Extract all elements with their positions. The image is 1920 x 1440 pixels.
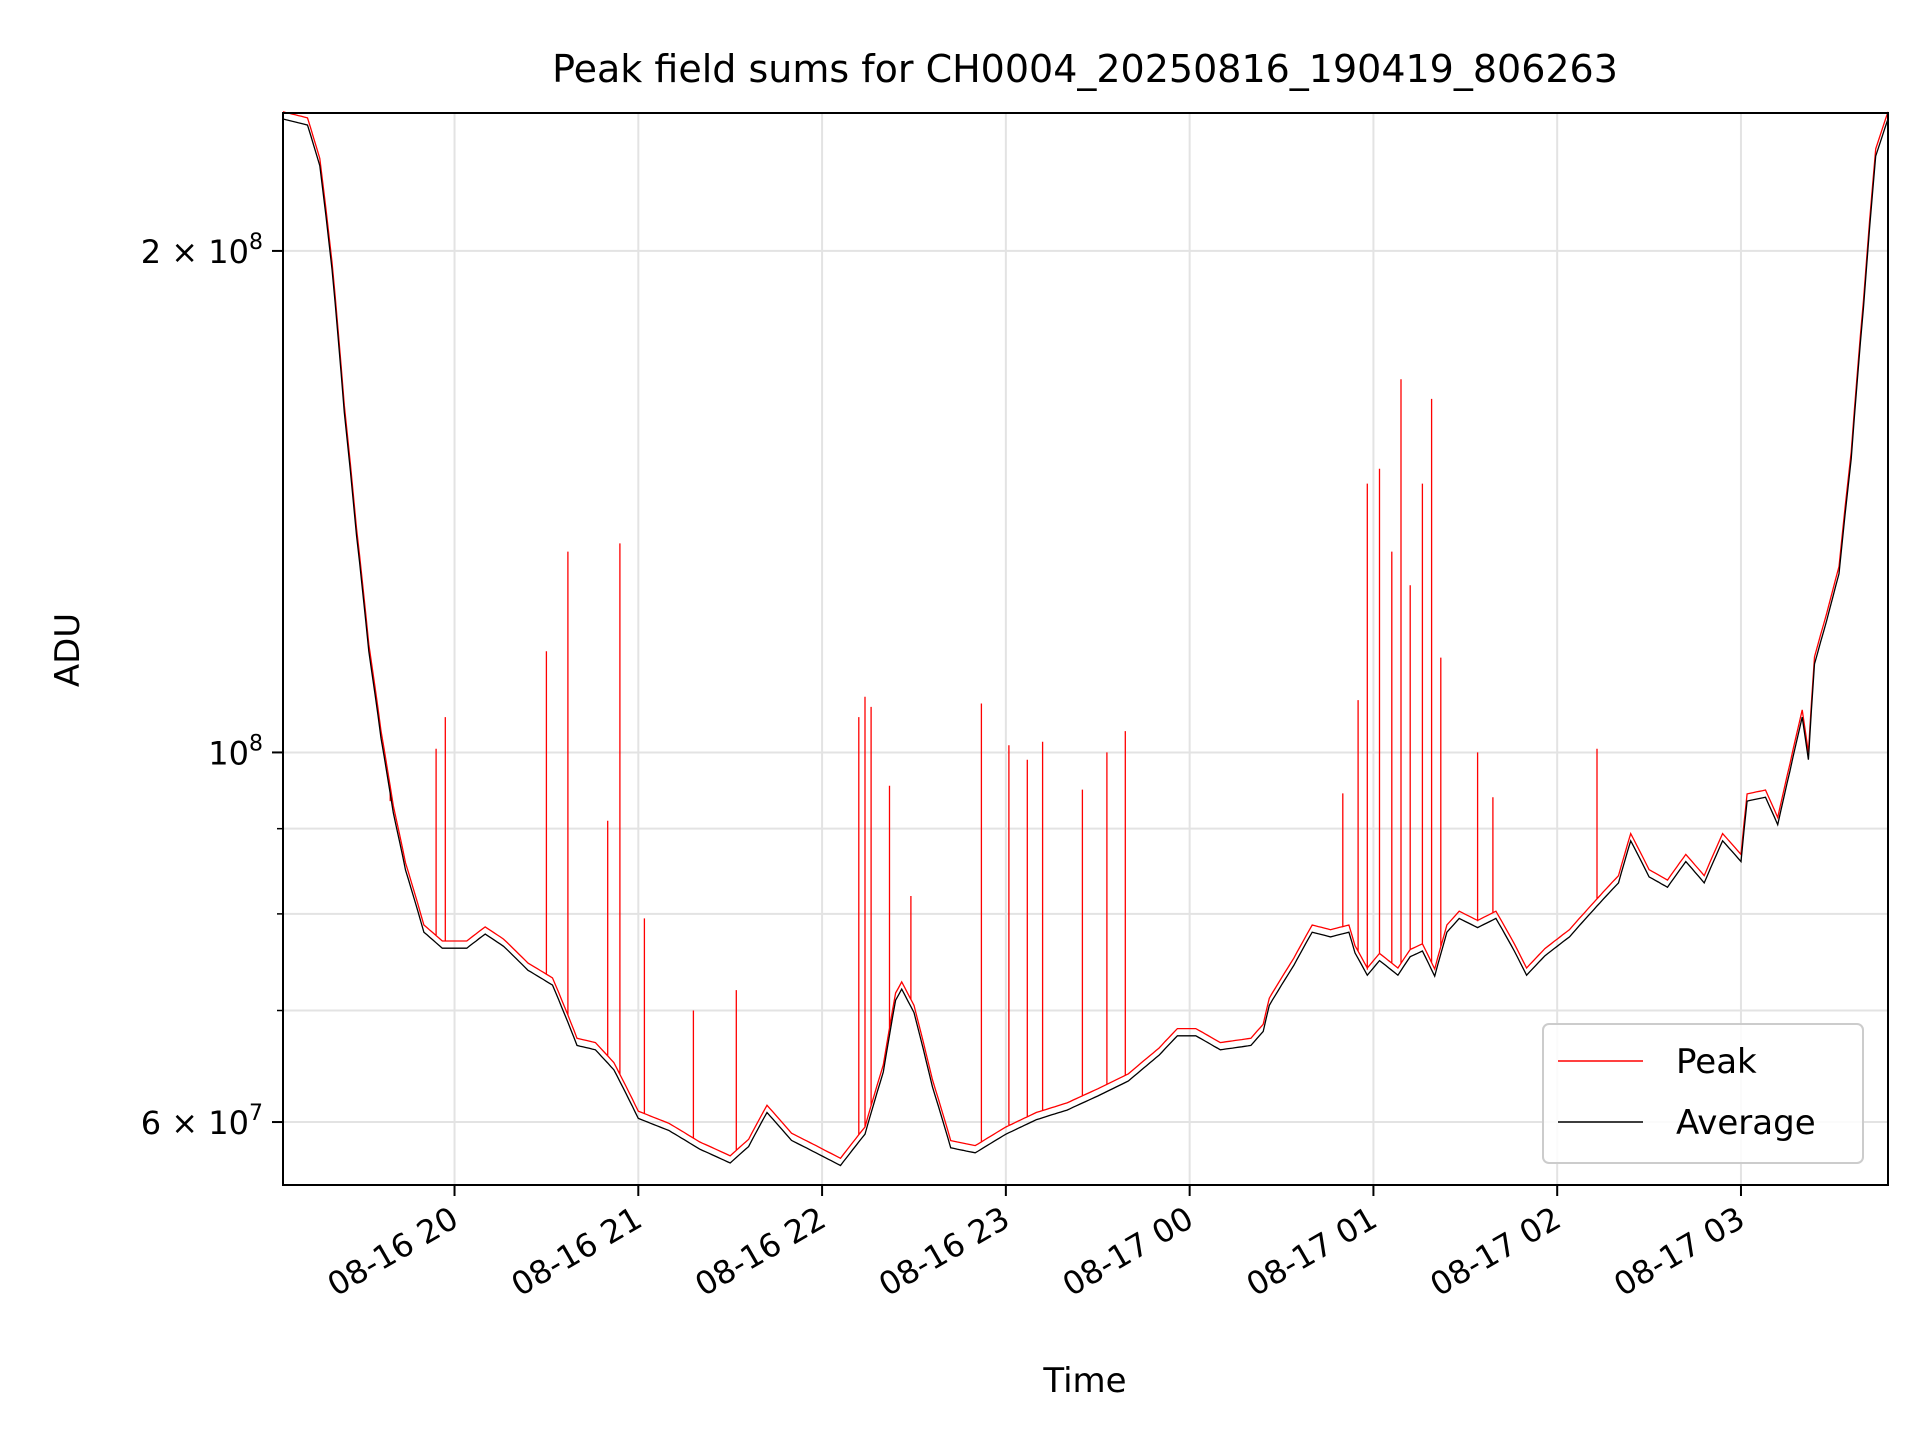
legend: Peak Average [1542,1023,1864,1164]
plot-frame [282,112,1889,1186]
chart-title: Peak field sums for CH0004_20250816_1904… [552,47,1618,91]
legend-label-average: Average [1676,1103,1816,1143]
x-axis-label: Time [1042,1361,1126,1401]
series-peak-line [282,111,1889,1160]
grid [283,113,1888,1185]
y-tick-label: 6 × 107 [141,1101,263,1142]
y-tick-label: 2 × 108 [141,230,263,271]
series-average-line [282,118,1889,1167]
legend-box [1542,1023,1864,1164]
y-axis: 6 × 107 108 2 × 108 [141,230,283,1142]
series-layer [282,111,1889,1167]
y-tick-label: 108 [208,731,263,772]
legend-label-peak: Peak [1676,1042,1757,1082]
y-axis-label: ADU [48,613,88,687]
